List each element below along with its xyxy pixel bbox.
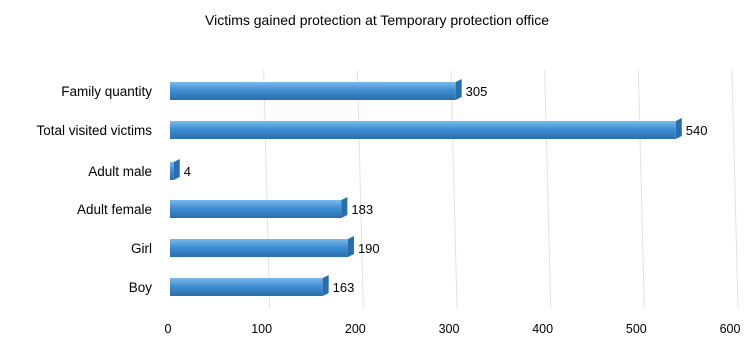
category-label: Adult female [77,202,152,217]
data-label: 540 [686,123,708,138]
x-tick-label: 200 [345,322,366,336]
gridline [731,69,739,309]
grid-lines [263,69,739,309]
category-label: Adult male [88,164,152,179]
data-labels: 305 540 4 183 190 163 [184,84,708,295]
x-tick-label: 300 [439,322,460,336]
data-label: 305 [466,84,488,99]
x-tick-label: 500 [626,322,647,336]
bar-end-cap [322,275,329,296]
data-label: 183 [351,202,373,217]
bar [170,159,180,180]
bar-face [170,162,174,180]
bar-face [170,200,342,218]
bar-face [170,239,348,257]
bar [170,275,329,296]
bar-face [170,82,456,100]
bar [170,236,354,257]
bar [170,79,462,100]
gridline [637,69,645,309]
bar-end-cap [455,79,462,100]
category-label: Girl [131,241,152,256]
bars [170,79,682,296]
gridline [356,69,364,309]
x-tick-label: 100 [251,322,272,336]
gridline [450,69,458,309]
bar-end-cap [341,197,348,218]
x-tick-label: 0 [165,322,172,336]
category-label: Total visited victims [36,123,152,138]
gridline [544,69,552,309]
bar-end-cap [347,236,354,257]
data-label: 190 [358,241,380,256]
category-label: Boy [129,280,153,295]
x-axis-tick-labels: 0 100 200 300 400 500 600 [165,322,741,336]
bar-face [170,278,323,296]
bar-end-cap [173,159,180,180]
gridline [263,69,271,309]
bar [170,197,348,218]
bar-face [170,121,676,139]
bar [170,118,682,139]
category-label: Family quantity [61,84,152,99]
data-label: 163 [333,280,355,295]
category-labels: Family quantity Total visited victims Adul… [36,84,152,295]
chart-title: Victims gained protection at Temporary p… [205,12,549,28]
x-tick-label: 600 [720,322,741,336]
data-label: 4 [184,164,191,179]
x-tick-label: 400 [532,322,553,336]
bar-end-cap [675,118,682,139]
